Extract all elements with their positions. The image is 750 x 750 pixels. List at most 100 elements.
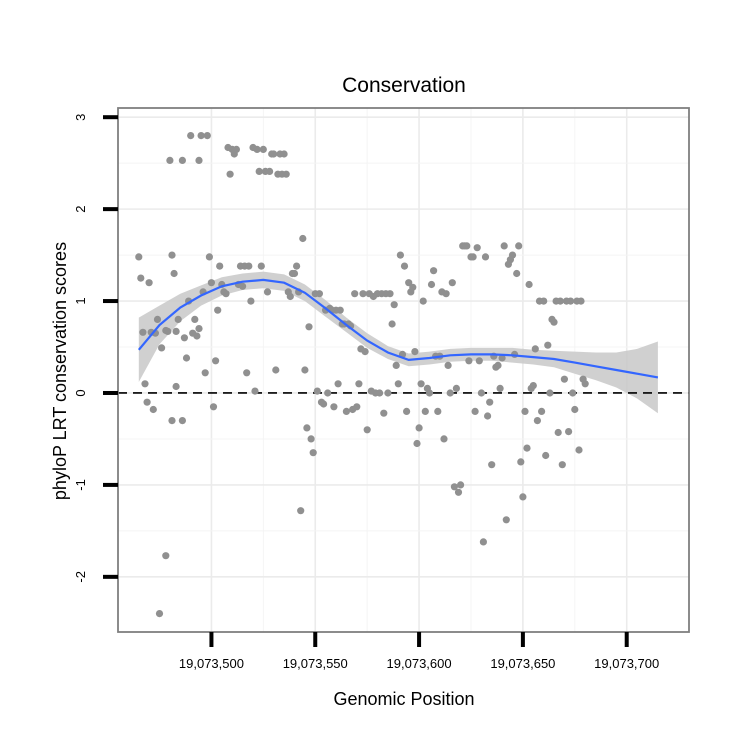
data-point [214,306,222,314]
data-point [575,446,583,454]
data-point [388,320,396,328]
data-point [266,167,274,175]
data-point [243,369,251,377]
data-point [498,354,506,362]
data-point [178,417,186,425]
data-point [334,380,342,388]
data-point [405,279,413,287]
data-point [174,315,182,323]
data-point [531,345,539,353]
data-point [558,461,566,469]
data-point [253,145,261,153]
data-point [446,389,454,397]
data-point [313,387,321,395]
data-point [193,332,201,340]
x-tick-label: 19,073,500 [179,656,244,671]
data-point [384,389,392,397]
data-point [450,483,458,491]
data-point [170,269,178,278]
data-point [517,458,525,466]
data-point [172,327,180,335]
data-point [448,279,456,287]
data-point [315,290,323,298]
data-point [540,297,548,305]
data-point [521,407,529,415]
data-point [282,170,290,178]
data-point [222,290,230,298]
data-point [554,428,562,437]
data-point [297,507,305,515]
data-point [168,251,176,259]
data-point [434,407,442,415]
data-point [465,357,473,365]
data-point [153,315,162,323]
data-point [525,280,533,289]
data-point [205,253,213,261]
data-point [380,409,388,417]
data-point [203,132,211,140]
data-point [255,167,263,175]
data-point [440,435,448,443]
data-point [359,290,367,298]
data-point [351,290,359,298]
y-tick-label: 3 [73,114,88,121]
axes: 19,073,500 19,073,550 19,073,600 19,073,650… [73,114,659,671]
data-point [139,328,147,336]
data-point [355,380,363,388]
y-tick-label: 0 [73,389,88,396]
data-point [581,380,589,388]
data-point [251,387,259,395]
data-point [363,426,371,434]
data-point [309,449,317,457]
data-point [305,323,313,331]
data-point [484,412,492,420]
x-tick-label: 19,073,650 [490,656,555,671]
data-point [508,251,517,259]
data-point [523,444,531,452]
data-point [471,407,479,415]
data-point [519,493,527,501]
x-tick-label: 19,073,550 [283,656,348,671]
data-point [286,292,294,301]
y-tick-label: 2 [73,206,88,213]
data-points [135,132,589,618]
data-point [301,366,309,374]
chart-title: Conservation [342,74,466,97]
data-point [544,341,552,349]
data-point [168,417,176,425]
data-point [569,389,577,397]
data-point [232,145,240,153]
data-point [195,156,203,164]
data-point [239,282,247,290]
data-point [413,439,421,448]
data-point [353,403,361,411]
data-point [533,417,542,425]
data-point [270,150,278,158]
data-point [475,357,483,365]
data-point [488,461,496,469]
data-point [415,424,423,432]
data-point [502,516,510,524]
data-point [162,552,170,560]
data-point [419,297,427,305]
data-point [560,375,569,383]
data-point [135,253,143,261]
data-point [477,389,485,397]
data-point [191,315,199,323]
data-point [226,170,234,178]
data-point [336,306,344,314]
confidence-band [138,271,658,414]
data-point [324,389,332,397]
data-point [166,156,174,164]
data-point [216,262,224,270]
data-point [280,150,288,158]
data-point [257,262,265,270]
data-point [396,251,404,259]
smooth-line-layer [137,278,659,379]
data-point [473,244,481,252]
plot-panel-border [117,107,690,633]
data-point [299,234,307,243]
data-point [400,262,409,270]
x-tick-label: 19,073,700 [594,656,659,671]
